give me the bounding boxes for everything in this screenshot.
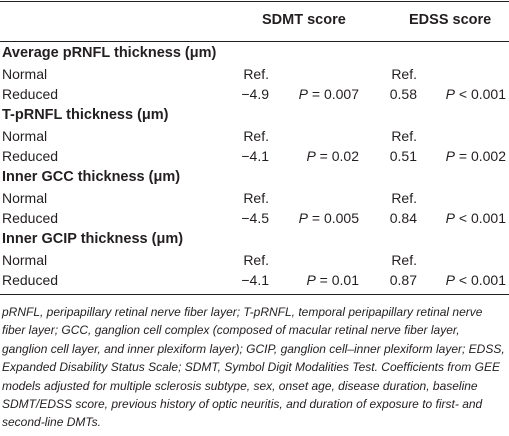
edss-value: 0.87 — [389, 272, 417, 288]
sdmt-p: P = 0.02 — [306, 148, 359, 164]
table-row: Reduced −4.1 P = 0.01 0.87 P < 0.001 — [0, 272, 509, 290]
table-row: Normal Ref. Ref. — [0, 128, 509, 146]
edss-p: P = 0.002 — [445, 148, 506, 164]
sdmt-value: −4.9 — [241, 86, 269, 102]
sdmt-value: −4.5 — [241, 210, 269, 226]
column-header-sdmt: SDMT score — [262, 12, 346, 28]
table-row: Normal Ref. Ref. — [0, 66, 509, 84]
edss-value: Ref. — [391, 66, 417, 82]
table-group: Inner GCC thickness (μm) Normal Ref. Ref… — [0, 169, 509, 231]
table-group: Average pRNFL thickness (μm) Normal Ref.… — [0, 45, 509, 107]
row-label: Reduced — [2, 272, 59, 288]
edss-value: 0.51 — [389, 148, 417, 164]
group-title: Average pRNFL thickness (μm) — [2, 45, 217, 61]
table-body: Average pRNFL thickness (μm) Normal Ref.… — [0, 45, 509, 293]
row-label: Normal — [2, 190, 48, 206]
edss-value: Ref. — [391, 252, 417, 268]
group-title: Inner GCC thickness (μm) — [2, 169, 181, 185]
table-row: Reduced −4.5 P = 0.005 0.84 P < 0.001 — [0, 210, 509, 228]
edss-value: 0.58 — [389, 86, 417, 102]
table-group: T-pRNFL thickness (μm) Normal Ref. Ref. … — [0, 107, 509, 169]
row-label: Reduced — [2, 210, 59, 226]
table-row: Normal Ref. Ref. — [0, 190, 509, 208]
sdmt-p: P = 0.007 — [298, 86, 359, 102]
table-top-rule — [0, 1, 509, 2]
edss-value: Ref. — [391, 128, 417, 144]
row-label: Reduced — [2, 86, 59, 102]
edss-p: P < 0.001 — [445, 272, 506, 288]
table-row: Normal Ref. Ref. — [0, 252, 509, 270]
sdmt-value: −4.1 — [241, 272, 269, 288]
sdmt-value: Ref. — [243, 190, 269, 206]
column-header-edss: EDSS score — [409, 12, 492, 28]
table-group: Inner GCIP thickness (μm) Normal Ref. Re… — [0, 231, 509, 293]
sdmt-p: P = 0.01 — [306, 272, 359, 288]
sdmt-p: P = 0.005 — [298, 210, 359, 226]
group-title: T-pRNFL thickness (μm) — [2, 107, 169, 123]
sdmt-value: Ref. — [243, 128, 269, 144]
table-row: Reduced −4.1 P = 0.02 0.51 P = 0.002 — [0, 148, 509, 166]
row-label: Normal — [2, 252, 48, 268]
sdmt-value: Ref. — [243, 66, 269, 82]
row-label: Normal — [2, 66, 48, 82]
row-label: Reduced — [2, 148, 59, 164]
sdmt-value: Ref. — [243, 252, 269, 268]
table-bottom-rule — [0, 294, 509, 295]
edss-p: P < 0.001 — [445, 210, 506, 226]
edss-value: 0.84 — [389, 210, 417, 226]
edss-value: Ref. — [391, 190, 417, 206]
table-footnote: pRNFL, peripapillary retinal nerve fiber… — [2, 305, 505, 430]
row-label: Normal — [2, 128, 48, 144]
edss-p: P < 0.001 — [445, 86, 506, 102]
group-title: Inner GCIP thickness (μm) — [2, 231, 184, 247]
sdmt-value: −4.1 — [241, 148, 269, 164]
table-row: Reduced −4.9 P = 0.007 0.58 P < 0.001 — [0, 86, 509, 104]
table-header-rule — [0, 41, 509, 42]
